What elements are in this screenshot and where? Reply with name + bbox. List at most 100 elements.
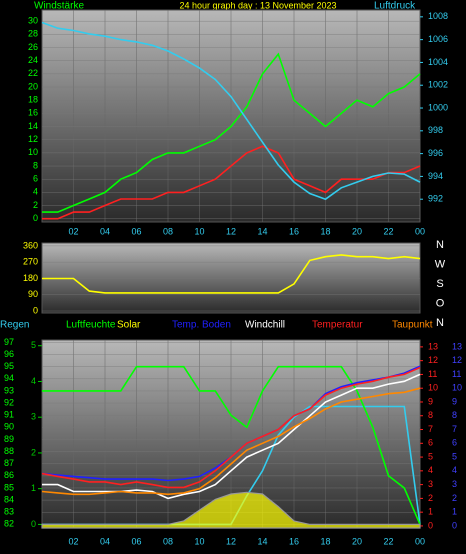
compass-label: O bbox=[436, 297, 445, 309]
x-tick-label: 20 bbox=[352, 226, 362, 236]
series-line bbox=[41, 21, 421, 201]
y2-tick-label: 2 bbox=[452, 493, 457, 503]
series-line bbox=[42, 365, 421, 525]
y-tick-label: 90 bbox=[28, 289, 38, 299]
y2-tick-label: 8 bbox=[428, 410, 433, 420]
legend-label: Temperatur bbox=[312, 320, 363, 331]
y3-tick-label: 3 bbox=[31, 412, 36, 422]
y-tick-label: 26 bbox=[28, 42, 38, 52]
compass-label: N bbox=[436, 239, 444, 251]
x-tick-label: 10 bbox=[194, 226, 204, 236]
y2-tick-label: 12 bbox=[428, 355, 438, 365]
x-tick-label: 22 bbox=[383, 536, 393, 546]
y2-tick-label: 7 bbox=[452, 424, 457, 434]
y2-tick-label: 1008 bbox=[428, 11, 448, 21]
x-tick-label: 16 bbox=[289, 226, 299, 236]
y3-tick-label: 5 bbox=[31, 340, 36, 350]
y2-tick-label: 13 bbox=[428, 341, 438, 351]
y-tick-label: 16 bbox=[28, 108, 38, 118]
x-tick-label: 12 bbox=[226, 226, 236, 236]
solar-area bbox=[41, 491, 421, 529]
y2-axis-label: Luftdruck bbox=[374, 1, 416, 12]
y-tick-label: 6 bbox=[33, 174, 38, 184]
compass-label: N bbox=[436, 317, 444, 329]
y2-tick-label: 5 bbox=[428, 451, 433, 461]
y2-tick-label: 5 bbox=[452, 451, 457, 461]
y-tick-label: 18 bbox=[28, 95, 38, 105]
y-tick-label: 4 bbox=[33, 187, 38, 197]
y-tick-label: 97 bbox=[4, 337, 14, 347]
x-tick-label: 20 bbox=[352, 536, 362, 546]
y2-tick-label: 3 bbox=[428, 479, 433, 489]
legend-label: Windchill bbox=[245, 320, 285, 331]
y-tick-label: 30 bbox=[28, 16, 38, 26]
y2-tick-label: 0 bbox=[428, 520, 433, 530]
chart-title: 24 hour graph day : 13 November 2023 bbox=[179, 0, 336, 10]
x-tick-label: 14 bbox=[257, 226, 267, 236]
y2-tick-label: 10 bbox=[428, 383, 438, 393]
y2-tick-label: 7 bbox=[428, 424, 433, 434]
y-tick-label: 82 bbox=[4, 519, 14, 529]
x-tick-label: 02 bbox=[68, 536, 78, 546]
y2-tick-label: 6 bbox=[452, 438, 457, 448]
x-tick-label: 18 bbox=[320, 226, 330, 236]
y-tick-label: 10 bbox=[28, 147, 38, 157]
y-tick-label: 95 bbox=[4, 361, 14, 371]
y2-tick-label: 11 bbox=[428, 369, 437, 379]
y-tick-label: 180 bbox=[23, 273, 38, 283]
legend-label: Regen bbox=[0, 320, 29, 331]
y2-tick-label: 4 bbox=[452, 465, 457, 475]
y-tick-label: 20 bbox=[28, 81, 38, 91]
y-tick-label: 92 bbox=[4, 397, 14, 407]
series-line bbox=[42, 373, 421, 500]
x-tick-label: 22 bbox=[383, 226, 393, 236]
x-tick-label: 10 bbox=[194, 536, 204, 546]
y-tick-label: 22 bbox=[28, 68, 38, 78]
y-tick-label: 28 bbox=[28, 29, 38, 39]
x-tick-label: 04 bbox=[100, 226, 110, 236]
y2-tick-label: 13 bbox=[452, 341, 462, 351]
y2-tick-label: 10 bbox=[452, 383, 462, 393]
y2-tick-label: 3 bbox=[452, 479, 457, 489]
y-tick-label: 270 bbox=[23, 257, 38, 267]
legend-label: Temp. Boden bbox=[172, 320, 231, 331]
y-tick-label: 8 bbox=[33, 160, 38, 170]
plot-area bbox=[41, 242, 421, 314]
legend-label: Solar bbox=[117, 320, 141, 331]
y2-tick-label: 1 bbox=[452, 507, 457, 517]
y2-tick-label: 992 bbox=[428, 194, 443, 204]
y-tick-label: 360 bbox=[23, 240, 38, 250]
series-line bbox=[41, 387, 421, 496]
y2-tick-label: 994 bbox=[428, 171, 443, 181]
legend-label: Luftfeuchte bbox=[66, 320, 116, 331]
legend-label: Taupunkt bbox=[392, 320, 433, 331]
x-tick-label: 16 bbox=[289, 536, 299, 546]
y2-tick-label: 0 bbox=[452, 520, 457, 530]
y-tick-label: 89 bbox=[4, 434, 14, 444]
x-tick-label: 12 bbox=[226, 536, 236, 546]
y2-tick-label: 1 bbox=[428, 507, 433, 517]
y-tick-label: 12 bbox=[28, 134, 38, 144]
y-tick-label: 0 bbox=[33, 213, 38, 223]
y2-tick-label: 9 bbox=[428, 396, 433, 406]
y-tick-label: 86 bbox=[4, 470, 14, 480]
y2-tick-label: 11 bbox=[452, 369, 461, 379]
y2-tick-label: 1006 bbox=[428, 34, 448, 44]
series-line bbox=[41, 366, 421, 489]
y2-tick-label: 8 bbox=[452, 410, 457, 420]
y-tick-label: 88 bbox=[4, 446, 14, 456]
x-tick-label: 00 bbox=[415, 226, 425, 236]
y2-tick-label: 1004 bbox=[428, 57, 448, 67]
y2-tick-label: 6 bbox=[428, 438, 433, 448]
y2-tick-label: 4 bbox=[428, 465, 433, 475]
series-line bbox=[42, 145, 421, 220]
y2-tick-label: 12 bbox=[452, 355, 462, 365]
x-tick-label: 02 bbox=[68, 226, 78, 236]
y3-tick-label: 2 bbox=[31, 447, 36, 457]
y-axis-label: Windstärke bbox=[34, 1, 84, 12]
series-line bbox=[42, 254, 421, 294]
y-tick-label: 24 bbox=[28, 55, 38, 65]
y2-tick-label: 998 bbox=[428, 125, 443, 135]
